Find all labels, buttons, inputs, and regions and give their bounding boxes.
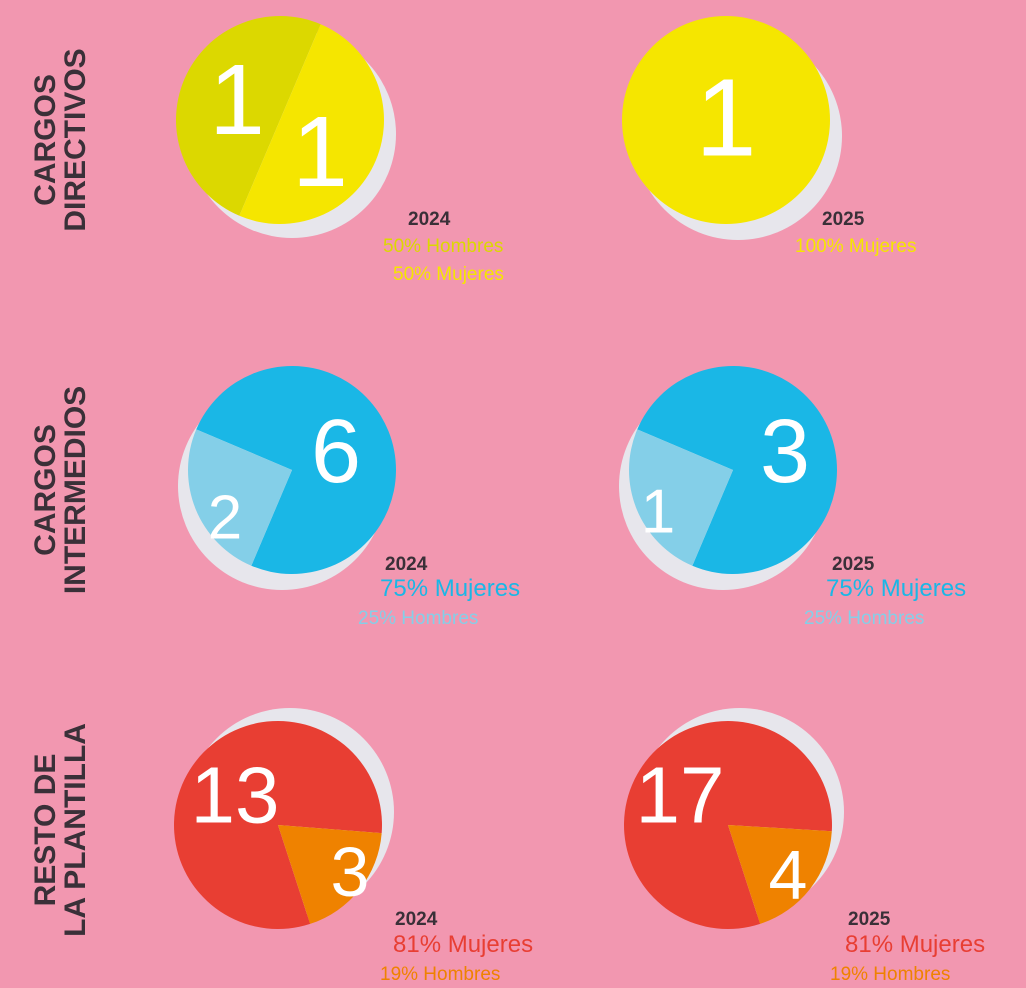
row-label: LA PLANTILLA	[59, 723, 92, 937]
slice-count: 3	[760, 402, 810, 502]
slice-count: 1	[641, 478, 675, 547]
legend-label: 25% Hombres	[804, 608, 924, 629]
legend-label: 50% Mujeres	[393, 264, 504, 285]
pie-slice	[622, 16, 830, 224]
pie-slice	[278, 825, 382, 924]
pie-slice	[239, 24, 384, 224]
slice-count: 1	[209, 44, 265, 156]
slice-count: 4	[769, 836, 808, 914]
legend-label: 100% Mujeres	[795, 236, 916, 257]
legend-label: 75% Mujeres	[826, 575, 966, 602]
slice-count: 2	[208, 484, 242, 553]
pie-slice	[728, 825, 832, 924]
pie-year: 2025	[832, 554, 875, 575]
legend-label: 19% Hombres	[830, 964, 950, 985]
pie-slice	[176, 15, 321, 216]
pie-year: 2025	[822, 209, 865, 230]
slice-count: 3	[331, 833, 370, 911]
legend-label: 50% Hombres	[383, 236, 503, 257]
pie-slice	[187, 429, 292, 566]
legend-label: 19% Hombres	[380, 964, 500, 985]
pie-slice	[196, 366, 396, 574]
legend-label: 75% Mujeres	[380, 575, 520, 602]
slice-count: 13	[191, 751, 280, 840]
slice-count: 17	[636, 751, 725, 840]
slice-count: 1	[695, 57, 756, 180]
pie-year: 2024	[395, 909, 438, 930]
row-label: CARGOS	[29, 74, 62, 206]
row-label: DIRECTIVOS	[59, 48, 92, 231]
legend-label: 81% Mujeres	[393, 931, 533, 958]
slice-count: 6	[311, 402, 361, 502]
row-label: CARGOS	[29, 424, 62, 556]
pie-year: 2025	[848, 909, 891, 930]
pie-slice	[629, 429, 733, 566]
pie-year: 2024	[408, 209, 451, 230]
row-label: INTERMEDIOS	[59, 386, 92, 594]
legend-label: 81% Mujeres	[845, 931, 985, 958]
row-label: RESTO DE	[29, 754, 62, 907]
slice-count: 1	[292, 96, 348, 208]
pie-slice	[637, 366, 838, 574]
pie-year: 2024	[385, 554, 428, 575]
legend-label: 25% Hombres	[358, 608, 478, 629]
